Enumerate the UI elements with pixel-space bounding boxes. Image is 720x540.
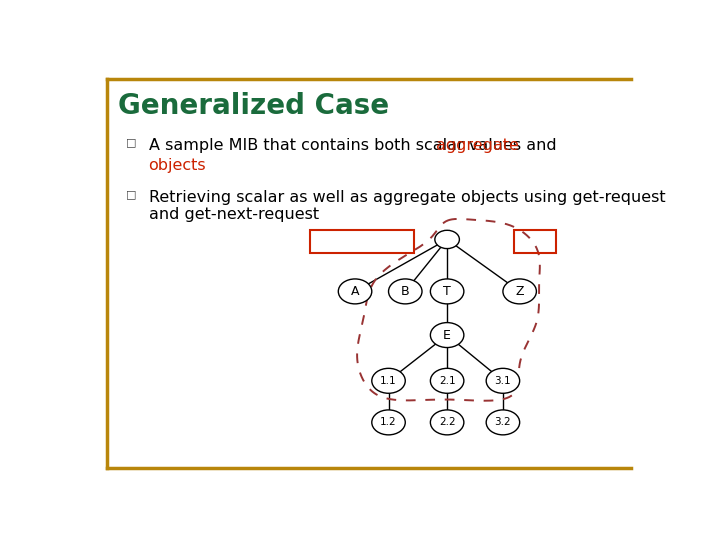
Text: A: A bbox=[351, 285, 359, 298]
Bar bbox=[310, 230, 413, 253]
Text: 3.2: 3.2 bbox=[495, 417, 511, 427]
Text: Generalized Case: Generalized Case bbox=[118, 92, 389, 120]
Text: 1.2: 1.2 bbox=[380, 417, 397, 427]
Text: 1.1: 1.1 bbox=[380, 376, 397, 386]
Circle shape bbox=[431, 410, 464, 435]
Text: Z: Z bbox=[516, 285, 524, 298]
Text: B: B bbox=[401, 285, 410, 298]
Text: 2.2: 2.2 bbox=[438, 417, 456, 427]
Circle shape bbox=[431, 279, 464, 304]
Text: □: □ bbox=[126, 138, 137, 147]
Text: aggregate: aggregate bbox=[148, 138, 518, 153]
Text: A sample MIB that contains both scalar values and: A sample MIB that contains both scalar v… bbox=[148, 138, 562, 153]
Circle shape bbox=[372, 368, 405, 393]
Text: 3.1: 3.1 bbox=[495, 376, 511, 386]
Circle shape bbox=[431, 322, 464, 348]
Text: E: E bbox=[444, 328, 451, 342]
Text: objects: objects bbox=[148, 158, 206, 173]
Bar bbox=[514, 230, 556, 253]
Circle shape bbox=[338, 279, 372, 304]
Text: 2.1: 2.1 bbox=[438, 376, 456, 386]
Circle shape bbox=[486, 410, 520, 435]
Circle shape bbox=[503, 279, 536, 304]
Text: □: □ bbox=[126, 190, 137, 200]
Circle shape bbox=[389, 279, 422, 304]
Circle shape bbox=[486, 368, 520, 393]
Circle shape bbox=[372, 410, 405, 435]
Text: T: T bbox=[444, 285, 451, 298]
Circle shape bbox=[431, 368, 464, 393]
Text: Retrieving scalar as well as aggregate objects using get-request
and get-next-re: Retrieving scalar as well as aggregate o… bbox=[148, 190, 665, 222]
Circle shape bbox=[435, 230, 459, 248]
